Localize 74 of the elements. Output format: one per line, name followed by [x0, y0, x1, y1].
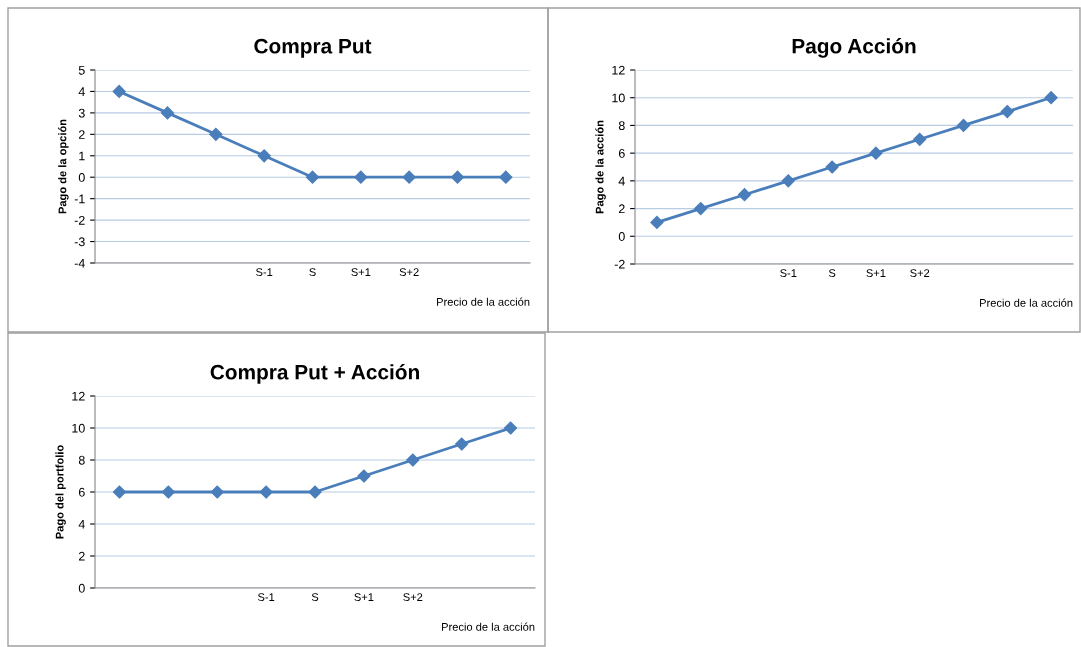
- y-tick-label: 4: [78, 87, 85, 96]
- y-tick-label: 6: [618, 148, 625, 158]
- x-tick-label: S: [311, 593, 319, 602]
- x-tick-label: S+1: [866, 269, 886, 278]
- y-tick-label: -3: [74, 237, 85, 247]
- y-tick-label: 2: [78, 130, 85, 139]
- x-axis-title: Precio de la acción: [437, 297, 530, 306]
- y-tick-label: 4: [618, 176, 625, 186]
- x-tick-label: S+2: [399, 268, 419, 277]
- y-axis-title: Pago de la acción: [595, 120, 606, 214]
- x-tick-label: S+1: [354, 593, 374, 602]
- y-tick-label: 6: [78, 487, 85, 497]
- x-tick-label: S-1: [256, 268, 273, 277]
- point: [402, 170, 416, 184]
- point: [354, 170, 368, 184]
- y-tick-label: 8: [78, 455, 85, 465]
- point: [308, 485, 322, 499]
- point: [1000, 104, 1014, 119]
- point: [257, 149, 271, 163]
- point: [913, 132, 927, 146]
- chart-title: Compra Put + Acción: [210, 364, 419, 384]
- y-tick-label: 2: [618, 204, 625, 214]
- chart-title: Pago Acción: [792, 38, 916, 58]
- point: [450, 170, 465, 184]
- point: [650, 215, 664, 230]
- y-axis-title: Pago del portfolio: [55, 445, 66, 539]
- x-axis-title: Precio de la acción: [442, 622, 535, 631]
- point: [210, 485, 224, 499]
- y-tick-label: 10: [612, 93, 625, 103]
- point: [503, 421, 518, 435]
- x-tick-label: S: [309, 268, 316, 277]
- point: [737, 188, 752, 202]
- y-tick-label: 12: [612, 65, 625, 75]
- x-tick-label: S: [828, 269, 836, 278]
- point: [869, 146, 883, 160]
- y-tick-label: -2: [74, 215, 85, 225]
- y-tick-label: -1: [74, 194, 85, 204]
- point: [499, 170, 513, 184]
- y-tick-label: 5: [78, 65, 85, 75]
- point: [406, 453, 420, 467]
- point: [112, 84, 126, 99]
- x-tick-label: S+2: [910, 269, 930, 278]
- y-tick-label: 12: [72, 391, 85, 401]
- point: [357, 469, 371, 483]
- point: [781, 174, 795, 188]
- y-tick-label: -4: [74, 258, 85, 268]
- y-axis-title: Pago de la opción: [58, 119, 69, 214]
- x-tick-label: S+1: [351, 268, 371, 277]
- point: [956, 118, 971, 133]
- point: [259, 485, 273, 499]
- y-tick-label: -2: [614, 259, 625, 269]
- y-tick-label: 10: [72, 423, 85, 433]
- x-tick-label: S+2: [403, 593, 423, 602]
- point: [1044, 91, 1058, 105]
- y-tick-label: 0: [618, 232, 625, 241]
- point: [112, 485, 127, 499]
- point: [161, 485, 175, 499]
- y-tick-label: 2: [78, 551, 85, 561]
- x-tick-label: S-1: [780, 269, 797, 278]
- point: [305, 170, 320, 184]
- x-tick-label: S-1: [257, 593, 275, 602]
- point: [455, 437, 469, 451]
- point: [160, 106, 175, 120]
- y-tick-label: 4: [78, 519, 85, 529]
- y-tick-label: 0: [78, 583, 85, 593]
- y-tick-label: 1: [79, 151, 85, 161]
- y-tick-label: 8: [618, 121, 625, 131]
- chart-title: Compra Put: [254, 38, 372, 58]
- y-tick-label: 3: [78, 108, 85, 118]
- point: [694, 201, 708, 216]
- x-axis-title: Precio de la acción: [980, 298, 1073, 307]
- point: [209, 127, 223, 141]
- point: [825, 160, 839, 174]
- y-tick-label: 0: [78, 173, 85, 182]
